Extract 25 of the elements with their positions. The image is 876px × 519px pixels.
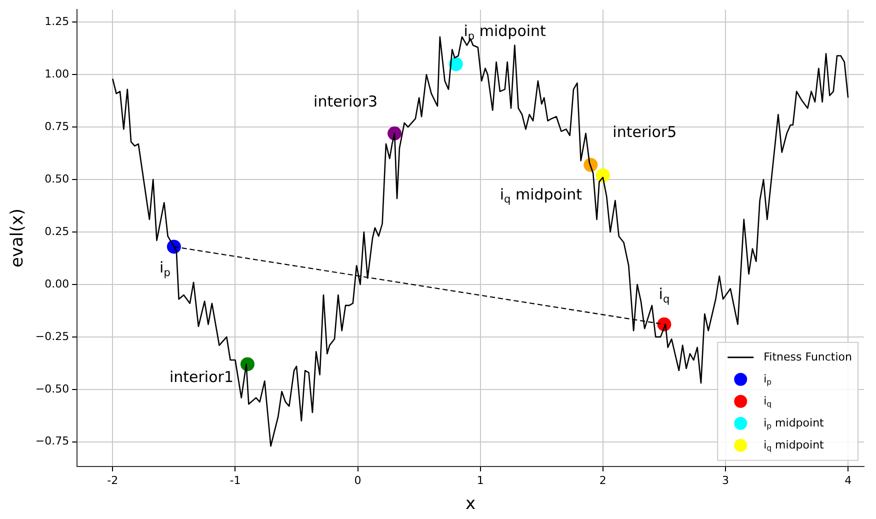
y-tick-label: 0.75 [44,120,70,133]
legend-label: Fitness Function [764,350,852,364]
x-tick-label: 0 [354,474,362,487]
point [448,57,463,72]
x-tick-label: 1 [476,474,484,487]
y-axis-title: eval(x) [8,208,28,268]
y-tick-label: 1.00 [44,68,70,81]
annotation: interior3 [314,92,378,110]
y-tick-label: −0.25 [35,330,70,343]
x-tick-label: 3 [722,474,729,487]
x-tick-label: 2 [599,474,606,487]
point [596,168,610,182]
x-tick-label: 4 [844,474,852,487]
annotation: interior5 [612,122,677,141]
y-tick-label: 1.25 [44,15,70,28]
y-tick-label: −0.50 [35,382,70,396]
y-tick-label: 0.25 [44,224,70,238]
point [240,357,254,372]
y-tick-label: 0.00 [44,277,70,290]
y-tick-label: 0.50 [44,172,70,186]
x-tick-label: -2 [107,474,118,487]
x-tick-label: -1 [230,474,241,487]
y-tick-label: −0.75 [35,434,70,448]
annotation: interior1 [169,368,234,386]
x-axis-title: x [466,494,476,514]
